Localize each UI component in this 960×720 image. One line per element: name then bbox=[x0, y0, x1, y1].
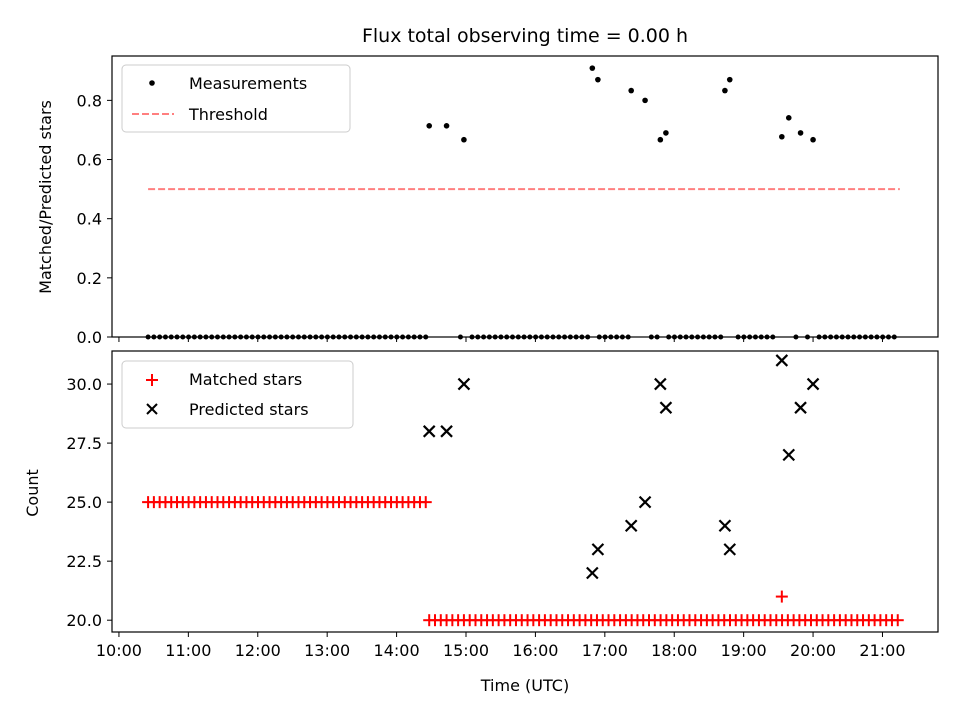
measurement-point bbox=[810, 136, 816, 143]
bottom-x-ticks: 10:00 11:00 12:00 13:00 14:00 15:00 16:00 17:00… bbox=[96, 632, 906, 660]
measurement-point bbox=[589, 65, 596, 71]
x-axis-label: Time (UTC) bbox=[480, 676, 569, 695]
measurement-point bbox=[461, 136, 467, 143]
x-tick-label: 16:00 bbox=[512, 641, 558, 660]
legend-label-threshold: Threshold bbox=[188, 105, 268, 124]
top-legend: Measurements Threshold bbox=[121, 64, 351, 133]
legend-marker-matched-stars bbox=[146, 374, 158, 386]
top-y-ticks: 0.0 0.2 0.4 0.6 0.8 bbox=[77, 91, 112, 347]
bottom-legend-box bbox=[121, 360, 354, 429]
predicted-stars-point bbox=[775, 354, 789, 367]
measurement-point bbox=[663, 130, 669, 136]
top-x-ticks bbox=[118, 337, 883, 342]
predicted-stars-point bbox=[638, 495, 652, 509]
predicted-stars-point bbox=[457, 377, 471, 391]
x-tick-label: 12:00 bbox=[235, 641, 281, 660]
predicted-stars-point bbox=[422, 425, 436, 438]
bottom-y-tick-label: 22.5 bbox=[66, 552, 102, 571]
measurement-point bbox=[443, 123, 450, 129]
x-tick-label: 10:00 bbox=[96, 641, 142, 660]
top-y-tick-label: 0.4 bbox=[77, 210, 102, 229]
predicted-stars-point bbox=[654, 377, 667, 391]
measurement-point bbox=[785, 115, 792, 121]
predicted-stars-point bbox=[440, 425, 453, 438]
bottom-axes: Count Time (UTC) 20.0 22.5 25.0 27.5 30.0 10… bbox=[23, 350, 939, 695]
top-axes-frame bbox=[111, 55, 939, 338]
predicted-stars-point bbox=[591, 543, 605, 556]
top-legend-box bbox=[121, 64, 351, 133]
predicted-stars-point bbox=[586, 566, 599, 580]
predicted-stars-point bbox=[624, 519, 638, 533]
x-tick-label: 14:00 bbox=[374, 641, 420, 660]
predicted-stars-point bbox=[794, 401, 807, 414]
bottom-y-axis-label: Count bbox=[23, 469, 42, 517]
x-tick-label: 19:00 bbox=[721, 641, 767, 660]
top-y-tick-label: 0.6 bbox=[77, 151, 102, 170]
bottom-y-ticks: 20.0 22.5 25.0 27.5 30.0 bbox=[66, 375, 112, 630]
measurement-point bbox=[657, 136, 664, 143]
predicted-stars-point bbox=[659, 401, 673, 414]
x-tick-label: 11:00 bbox=[165, 641, 211, 660]
predicted-stars-point bbox=[718, 519, 732, 533]
predicted-stars-point bbox=[723, 543, 737, 556]
legend-label-measurements: Measurements bbox=[189, 74, 307, 93]
top-y-tick-label: 0.8 bbox=[77, 91, 102, 110]
chart-title: Flux total observing time = 0.00 h bbox=[362, 25, 688, 47]
matched-stars-point bbox=[891, 614, 904, 627]
measurement-point bbox=[797, 130, 804, 136]
bottom-y-tick-label: 20.0 bbox=[66, 611, 102, 630]
bottom-y-tick-label: 25.0 bbox=[66, 493, 102, 512]
legend-label-predicted-stars: Predicted stars bbox=[189, 400, 309, 419]
predicted-stars-point bbox=[806, 377, 820, 391]
x-tick-label: 15:00 bbox=[443, 641, 489, 660]
top-y-tick-label: 0.2 bbox=[77, 269, 102, 288]
x-tick-label: 17:00 bbox=[582, 641, 628, 660]
measurement-point bbox=[726, 76, 733, 83]
top-axes: Flux total observing time = 0.00 h Match… bbox=[36, 25, 939, 347]
measurement-point bbox=[628, 87, 634, 94]
bottom-y-tick-label: 27.5 bbox=[66, 434, 102, 453]
bottom-legend: Matched stars Predicted stars bbox=[121, 360, 354, 429]
bottom-marks bbox=[142, 354, 904, 627]
top-y-tick-label: 0.0 bbox=[77, 328, 102, 347]
bottom-axes-frame bbox=[111, 350, 939, 633]
x-tick-label: 13:00 bbox=[304, 641, 350, 660]
measurement-point bbox=[426, 123, 433, 129]
legend-marker-predicted-stars bbox=[146, 403, 158, 415]
measurement-point bbox=[722, 87, 728, 94]
matched-stars-point bbox=[775, 590, 788, 603]
legend-label-matched-stars: Matched stars bbox=[189, 370, 302, 389]
top-y-axis-label: Matched/Predicted stars bbox=[36, 100, 55, 294]
x-tick-label: 20:00 bbox=[790, 641, 836, 660]
x-tick-label: 18:00 bbox=[651, 641, 697, 660]
matched-stars-point bbox=[419, 496, 432, 509]
measurement-point bbox=[779, 133, 785, 140]
measurement-point bbox=[642, 97, 648, 104]
predicted-stars-point bbox=[782, 448, 796, 462]
legend-marker-measurements bbox=[149, 80, 155, 86]
measurement-point bbox=[595, 76, 601, 83]
x-tick-label: 21:00 bbox=[859, 641, 905, 660]
bottom-y-tick-label: 30.0 bbox=[66, 375, 102, 394]
